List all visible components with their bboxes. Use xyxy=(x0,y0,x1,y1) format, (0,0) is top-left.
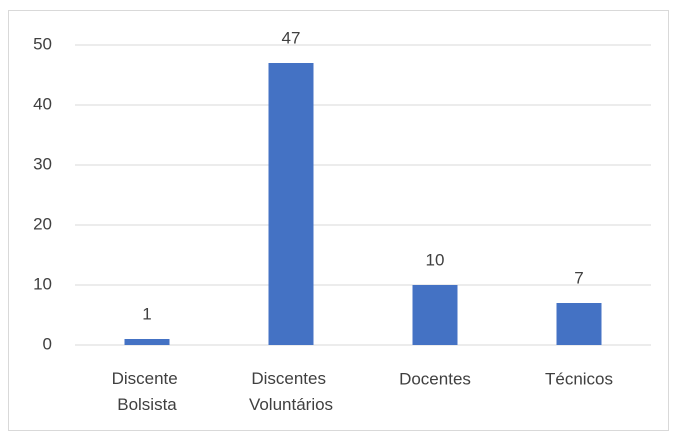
y-tick-label: 20 xyxy=(33,214,52,233)
y-tick-label: 10 xyxy=(33,274,52,293)
data-label: 7 xyxy=(574,268,583,287)
data-label: 1 xyxy=(142,304,151,323)
x-tick-label: Docentes xyxy=(399,369,471,388)
y-tick-label: 50 xyxy=(33,34,52,53)
y-tick-label: 0 xyxy=(43,334,52,353)
y-tick-label: 30 xyxy=(33,154,52,173)
data-label: 10 xyxy=(426,250,445,269)
x-tick-label: Técnicos xyxy=(545,369,613,388)
x-tick-label-line: Voluntários xyxy=(249,395,333,414)
bar xyxy=(268,63,314,345)
bar xyxy=(412,285,458,345)
x-tick-label-line: Discentes xyxy=(251,369,330,388)
x-tick-label-line: Discente xyxy=(112,369,183,388)
x-tick-label: Discente Bolsista xyxy=(112,369,183,414)
y-tick-label: 40 xyxy=(33,94,52,113)
data-label: 47 xyxy=(282,28,301,47)
bar xyxy=(556,303,602,345)
chart-frame xyxy=(8,10,669,431)
x-tick-label: Discentes Voluntários xyxy=(249,369,333,414)
x-tick-label-line: Bolsista xyxy=(117,395,177,414)
bar xyxy=(124,339,170,345)
